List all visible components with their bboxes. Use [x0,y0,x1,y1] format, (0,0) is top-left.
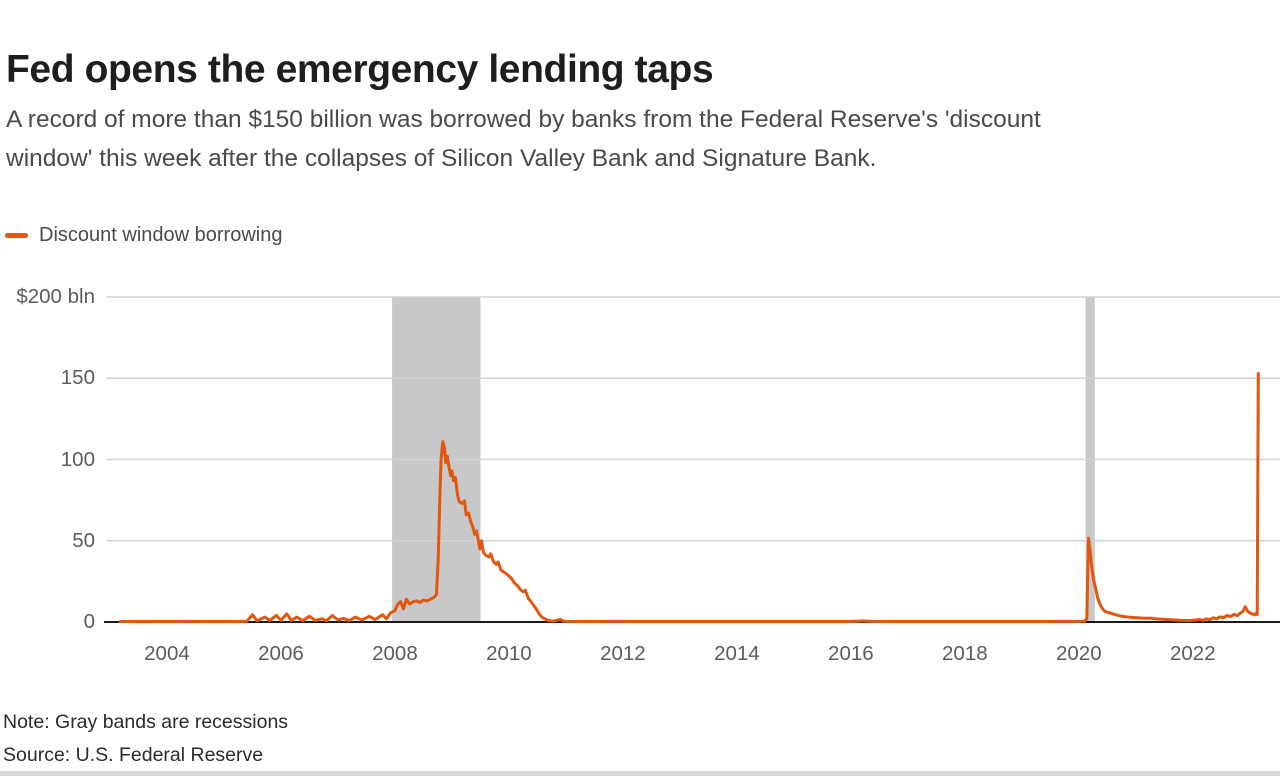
subtitle-line-2: window' this week after the collapses of… [6,145,877,172]
y-axis-label: 150 [60,366,95,390]
y-axis-label: 0 [83,610,95,633]
legend-label: Discount window borrowing [39,223,283,246]
bottom-border [0,771,1280,776]
x-axis-label: 2006 [258,642,304,665]
x-axis-label: 2020 [1056,642,1102,665]
discount-window-line [118,372,1260,623]
legend-line-swatch [5,232,28,238]
y-axis-label: 100 [60,447,95,471]
subtitle-line-1: A record of more than $150 billion was b… [6,106,1041,133]
y-axis-label: $200 bln [16,285,95,308]
x-axis-label: 2008 [372,642,418,665]
note-text: Note: Gray bands are recessions [3,711,289,733]
x-axis-label: 2016 [828,642,874,665]
x-axis-label: 2022 [1169,642,1216,665]
x-axis-label: 2018 [942,642,988,665]
legend: Discount window borrowing [5,222,282,248]
x-axis-label: 2014 [714,642,760,665]
x-axis-label: 2012 [600,642,646,665]
x-axis-label: 2004 [144,642,190,665]
chart-subtitle: A record of more than $150 billion was b… [6,100,1041,178]
source-text: Source: U.S. Federal Reserve [3,744,264,766]
y-axis-label: 50 [72,528,95,552]
x-axis-label: 2010 [486,642,532,665]
page-title: Fed opens the emergency lending taps [6,48,714,92]
